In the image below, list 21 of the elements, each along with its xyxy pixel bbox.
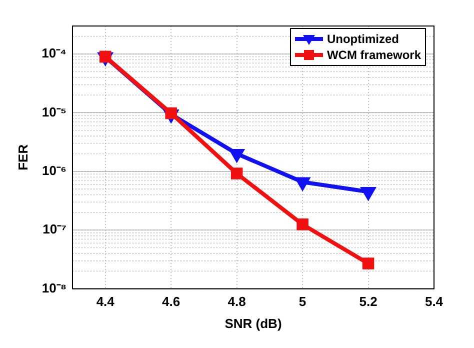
point [362, 258, 374, 270]
point [362, 187, 376, 200]
y-tick-label: 10⁻⁵ [42, 104, 66, 120]
point [296, 177, 310, 190]
x-tick-label: 4.8 [228, 294, 246, 310]
y-tick-label: 10⁻⁸ [42, 280, 66, 296]
x-tick-label: 5.2 [359, 294, 378, 310]
legend-label: WCM framework [326, 47, 421, 63]
y-tick-label: 10⁻⁶ [42, 162, 66, 178]
legend-label: Unoptimized [326, 31, 399, 47]
x-tick-label: 5.4 [424, 294, 444, 310]
point [230, 168, 243, 180]
y-axis-title: FER [15, 144, 30, 170]
y-tick-label: 10⁻⁷ [42, 222, 66, 237]
y-tick-label: 10⁻⁴ [42, 46, 66, 61]
x-tick-label: 5 [298, 294, 306, 310]
x-tick-label: 4.6 [162, 294, 180, 310]
point [296, 218, 308, 230]
x-tick-label: 4.4 [96, 294, 116, 310]
point [230, 148, 244, 162]
x-axis-title: SNR (dB) [224, 316, 282, 331]
